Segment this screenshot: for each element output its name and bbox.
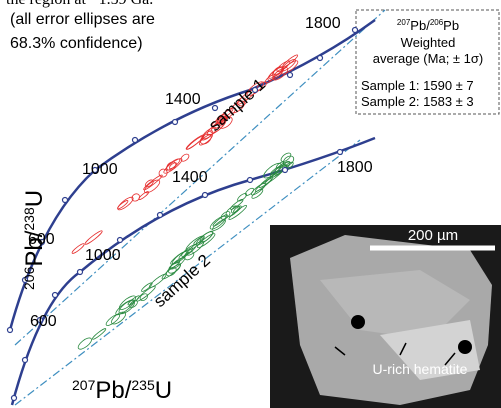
age-node [63,198,68,203]
age-node [173,120,178,125]
age-node [338,150,343,155]
age-node [133,138,138,143]
age-node [288,73,293,78]
x-axis-label: 207Pb/235U [72,377,172,404]
error-ellipse [76,336,93,351]
legend-line: Weighted [401,35,456,50]
legend-line: average (Ma; ± 1σ) [373,51,484,66]
age-node [158,213,163,218]
scale-label: 200 µm [408,227,458,244]
figure: the region at ~1.59 Ga. (all error ellip… [0,0,501,408]
legend-sample: Sample 1: 1590 ± 7 [361,78,474,93]
inset-image [270,225,501,408]
age-node [12,396,17,401]
sample-label: sample 1 [205,75,269,135]
y-axis-label: 206Pb/238U [21,190,48,290]
age-node [248,178,253,183]
age-label: 1000 [85,247,121,264]
age-node [318,56,323,61]
age-label: 600 [30,313,57,330]
error-ellipse [250,182,267,197]
age-node [53,293,58,298]
age-label: 1800 [305,15,341,32]
note-line: 68.3% confidence) [10,35,143,52]
note-line: (all error ellipses are [10,11,155,28]
caption-fragment: the region at ~1.59 Ga. [6,0,153,8]
error-ellipse [84,229,103,245]
age-label: 1000 [82,161,118,178]
error-ellipse [92,328,107,341]
age-label: 1400 [165,91,201,108]
error-ellipse [186,135,205,151]
error-ellipse [254,177,272,192]
age-node [8,328,13,333]
error-ellipse [71,243,85,255]
legend-sample: Sample 2: 1583 ± 3 [361,94,474,109]
error-ellipse [280,151,293,163]
age-node [23,358,28,363]
inset-annotation: U-rich hematite [373,361,468,377]
age-node [203,193,208,198]
age-node [283,168,288,173]
age-node [78,270,83,275]
age-label: 1800 [337,159,373,176]
age-label: 1400 [172,169,208,186]
age-node [118,238,123,243]
error-ellipse [281,154,295,167]
error-ellipse [117,199,129,209]
age-node [353,28,358,33]
